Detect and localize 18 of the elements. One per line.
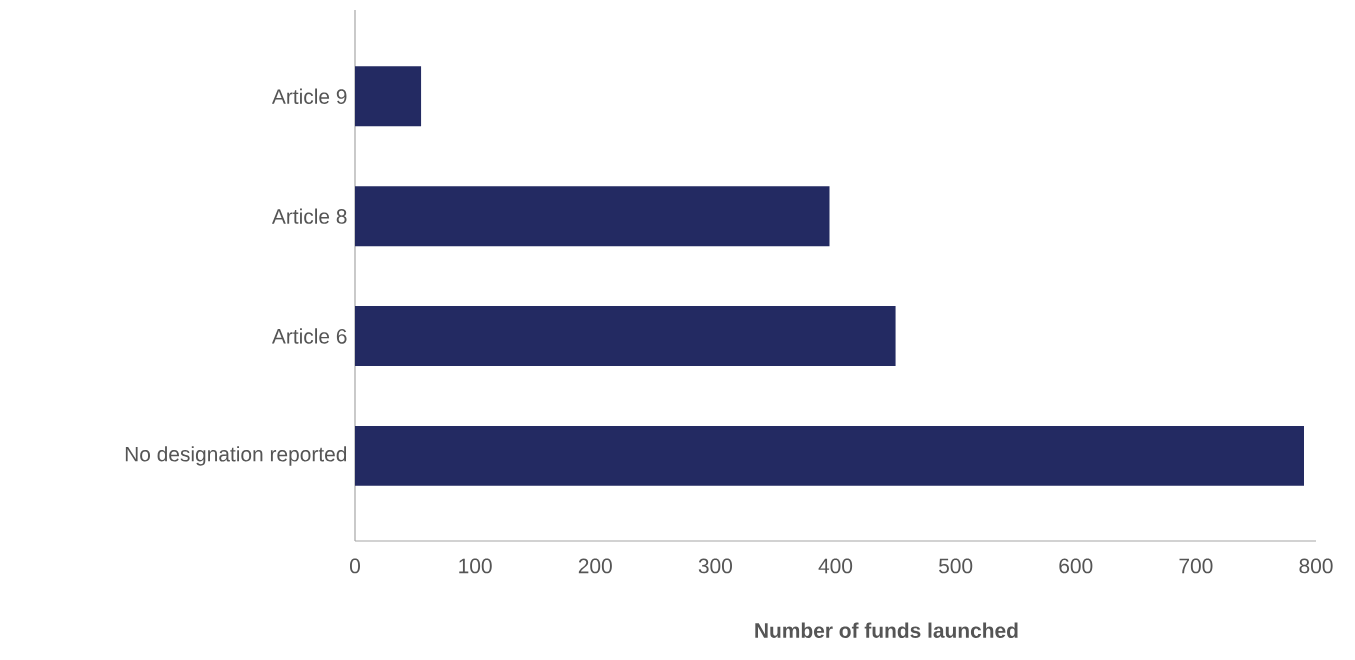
y-tick-label: Article 8 — [271, 208, 347, 224]
bar — [355, 66, 422, 127]
y-tick-label: No designation reported — [125, 446, 347, 466]
bar — [355, 186, 830, 247]
x-tick-label: 400 — [818, 558, 853, 574]
x-tick-label: 0 — [350, 558, 360, 574]
x-tick-label: 200 — [578, 558, 612, 574]
bar — [355, 425, 1304, 486]
x-axis-title: Number of funds launched — [755, 622, 1018, 638]
x-tick-label: 700 — [1179, 558, 1213, 574]
bar — [355, 306, 896, 366]
y-tick-label: Article 6 — [271, 328, 347, 344]
x-tick-label: 300 — [698, 558, 732, 574]
x-tick-label: 100 — [459, 558, 492, 574]
x-tick-label: 800 — [1299, 558, 1333, 574]
x-tick-label: 600 — [1059, 558, 1093, 574]
x-tick-label: 500 — [939, 558, 973, 574]
y-tick-label: Article 9 — [271, 88, 347, 104]
